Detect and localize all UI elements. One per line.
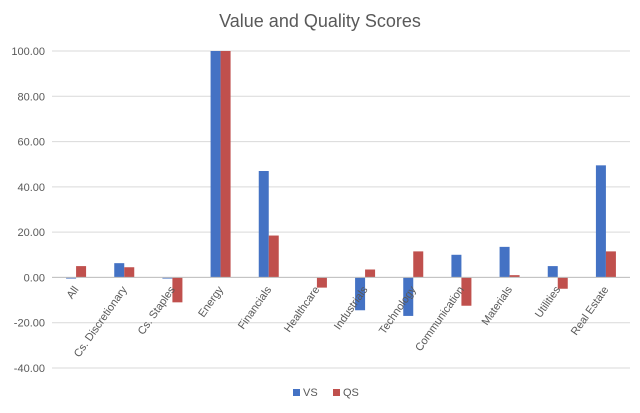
bar-vs: [547, 266, 558, 278]
bar-qs: [365, 269, 376, 278]
bar-qs: [76, 266, 87, 278]
bar-qs: [316, 277, 327, 288]
bar-qs: [605, 251, 616, 278]
bar-vs: [66, 277, 77, 279]
legend-label-qs: QS: [343, 387, 359, 399]
bar-vs: [451, 254, 462, 278]
y-tick-label: 40.00: [17, 182, 45, 194]
legend-label-vs: VS: [303, 387, 318, 399]
bar-vs: [403, 277, 414, 316]
bar-qs: [172, 277, 183, 303]
y-tick-label: 60.00: [17, 137, 45, 149]
bar-qs: [220, 51, 231, 278]
bar-vs: [114, 263, 125, 278]
chart-title: Value and Quality Scores: [219, 11, 421, 31]
y-tick-label: 100.00: [11, 46, 45, 58]
bar-qs: [413, 251, 424, 278]
bar-layer: [66, 51, 616, 316]
y-tick-label: 0.00: [24, 272, 45, 284]
bar-vs: [595, 165, 606, 278]
bar-vs: [210, 51, 221, 278]
bar-vs: [162, 277, 173, 279]
legend-swatch-vs: [293, 389, 300, 396]
bar-qs: [509, 275, 520, 278]
legend: VS QS: [293, 387, 359, 399]
x-category-label: All: [65, 284, 82, 301]
y-tick-label: 20.00: [17, 227, 45, 239]
bar-vs: [499, 246, 510, 278]
y-tick-label: -20.00: [14, 318, 45, 330]
bar-qs: [268, 235, 279, 278]
legend-swatch-qs: [333, 389, 340, 396]
bar-qs: [557, 277, 568, 289]
bar-qs: [124, 267, 135, 278]
y-tick-label: 80.00: [17, 91, 45, 103]
bar-vs: [355, 277, 366, 311]
bar-vs: [258, 171, 269, 278]
bar-qs: [461, 277, 472, 306]
y-tick-label: -40.00: [14, 363, 45, 375]
